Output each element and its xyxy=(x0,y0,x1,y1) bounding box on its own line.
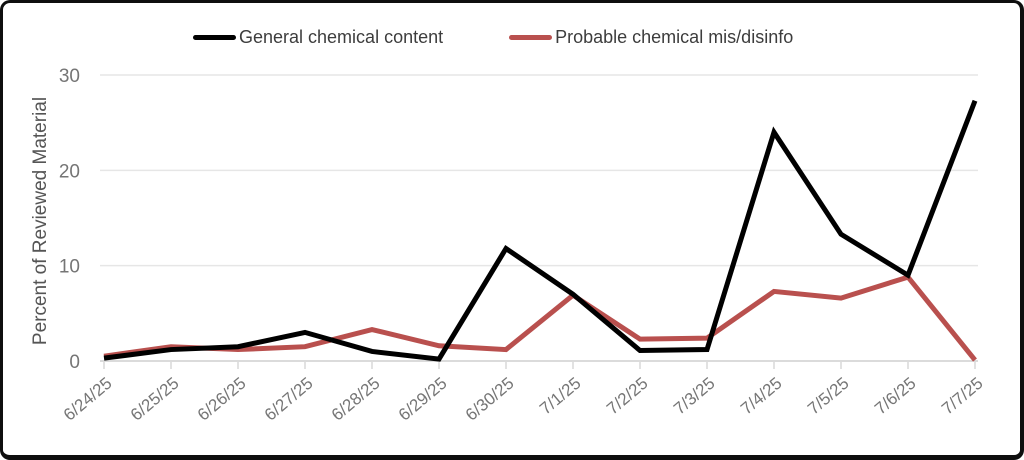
y-axis-title: Percent of Reviewed Material xyxy=(30,96,51,346)
x-tick-label-7/5/25: 7/5/25 xyxy=(804,374,852,419)
legend-label: General chemical content xyxy=(239,27,444,47)
y-tick-label-0: 0 xyxy=(69,352,80,373)
x-tick-label-6/25/25: 6/25/25 xyxy=(127,374,183,425)
legend-swatch-red-line xyxy=(509,35,553,40)
line-chart-plot: 0 10 20 30 6/24/25 6/25/25 6/26/25 6/27/25 6/28/… xyxy=(59,66,987,425)
chart-legend: General chemical content Probable chemic… xyxy=(193,27,793,48)
x-tick-label-6/29/25: 6/29/25 xyxy=(395,374,451,425)
x-tick-label-7/4/25: 7/4/25 xyxy=(737,374,785,419)
x-tick-label-7/1/25: 7/1/25 xyxy=(536,374,584,419)
legend-label: Probable chemical mis/disinfo xyxy=(555,27,794,47)
legend-entry-general-chemical-content: General chemical content xyxy=(193,27,443,48)
series-line-general-chemical-content xyxy=(103,99,978,362)
series-line-probable-chemical-mis-disinfo xyxy=(103,274,977,362)
x-tick-label-7/2/25: 7/2/25 xyxy=(603,374,651,419)
y-tick-label-30: 30 xyxy=(59,66,80,87)
legend-entry-probable-chemical-misdisinfo: Probable chemical mis/disinfo xyxy=(509,27,793,48)
x-tick-label-7/7/25: 7/7/25 xyxy=(938,374,986,419)
y-tick-label-10: 10 xyxy=(59,257,80,278)
x-tick-label-6/30/25: 6/30/25 xyxy=(462,374,518,425)
x-tick-label-6/24/25: 6/24/25 xyxy=(60,374,116,425)
x-tick-label-6/28/25: 6/28/25 xyxy=(328,374,384,425)
y-tick-label-20: 20 xyxy=(59,161,80,182)
x-tick-label-7/6/25: 7/6/25 xyxy=(871,374,919,419)
x-tick-label-6/26/25: 6/26/25 xyxy=(194,374,250,425)
x-tick-label-7/3/25: 7/3/25 xyxy=(670,374,718,419)
x-tick-label-6/27/25: 6/27/25 xyxy=(261,374,317,425)
legend-swatch-black-line xyxy=(193,35,236,40)
